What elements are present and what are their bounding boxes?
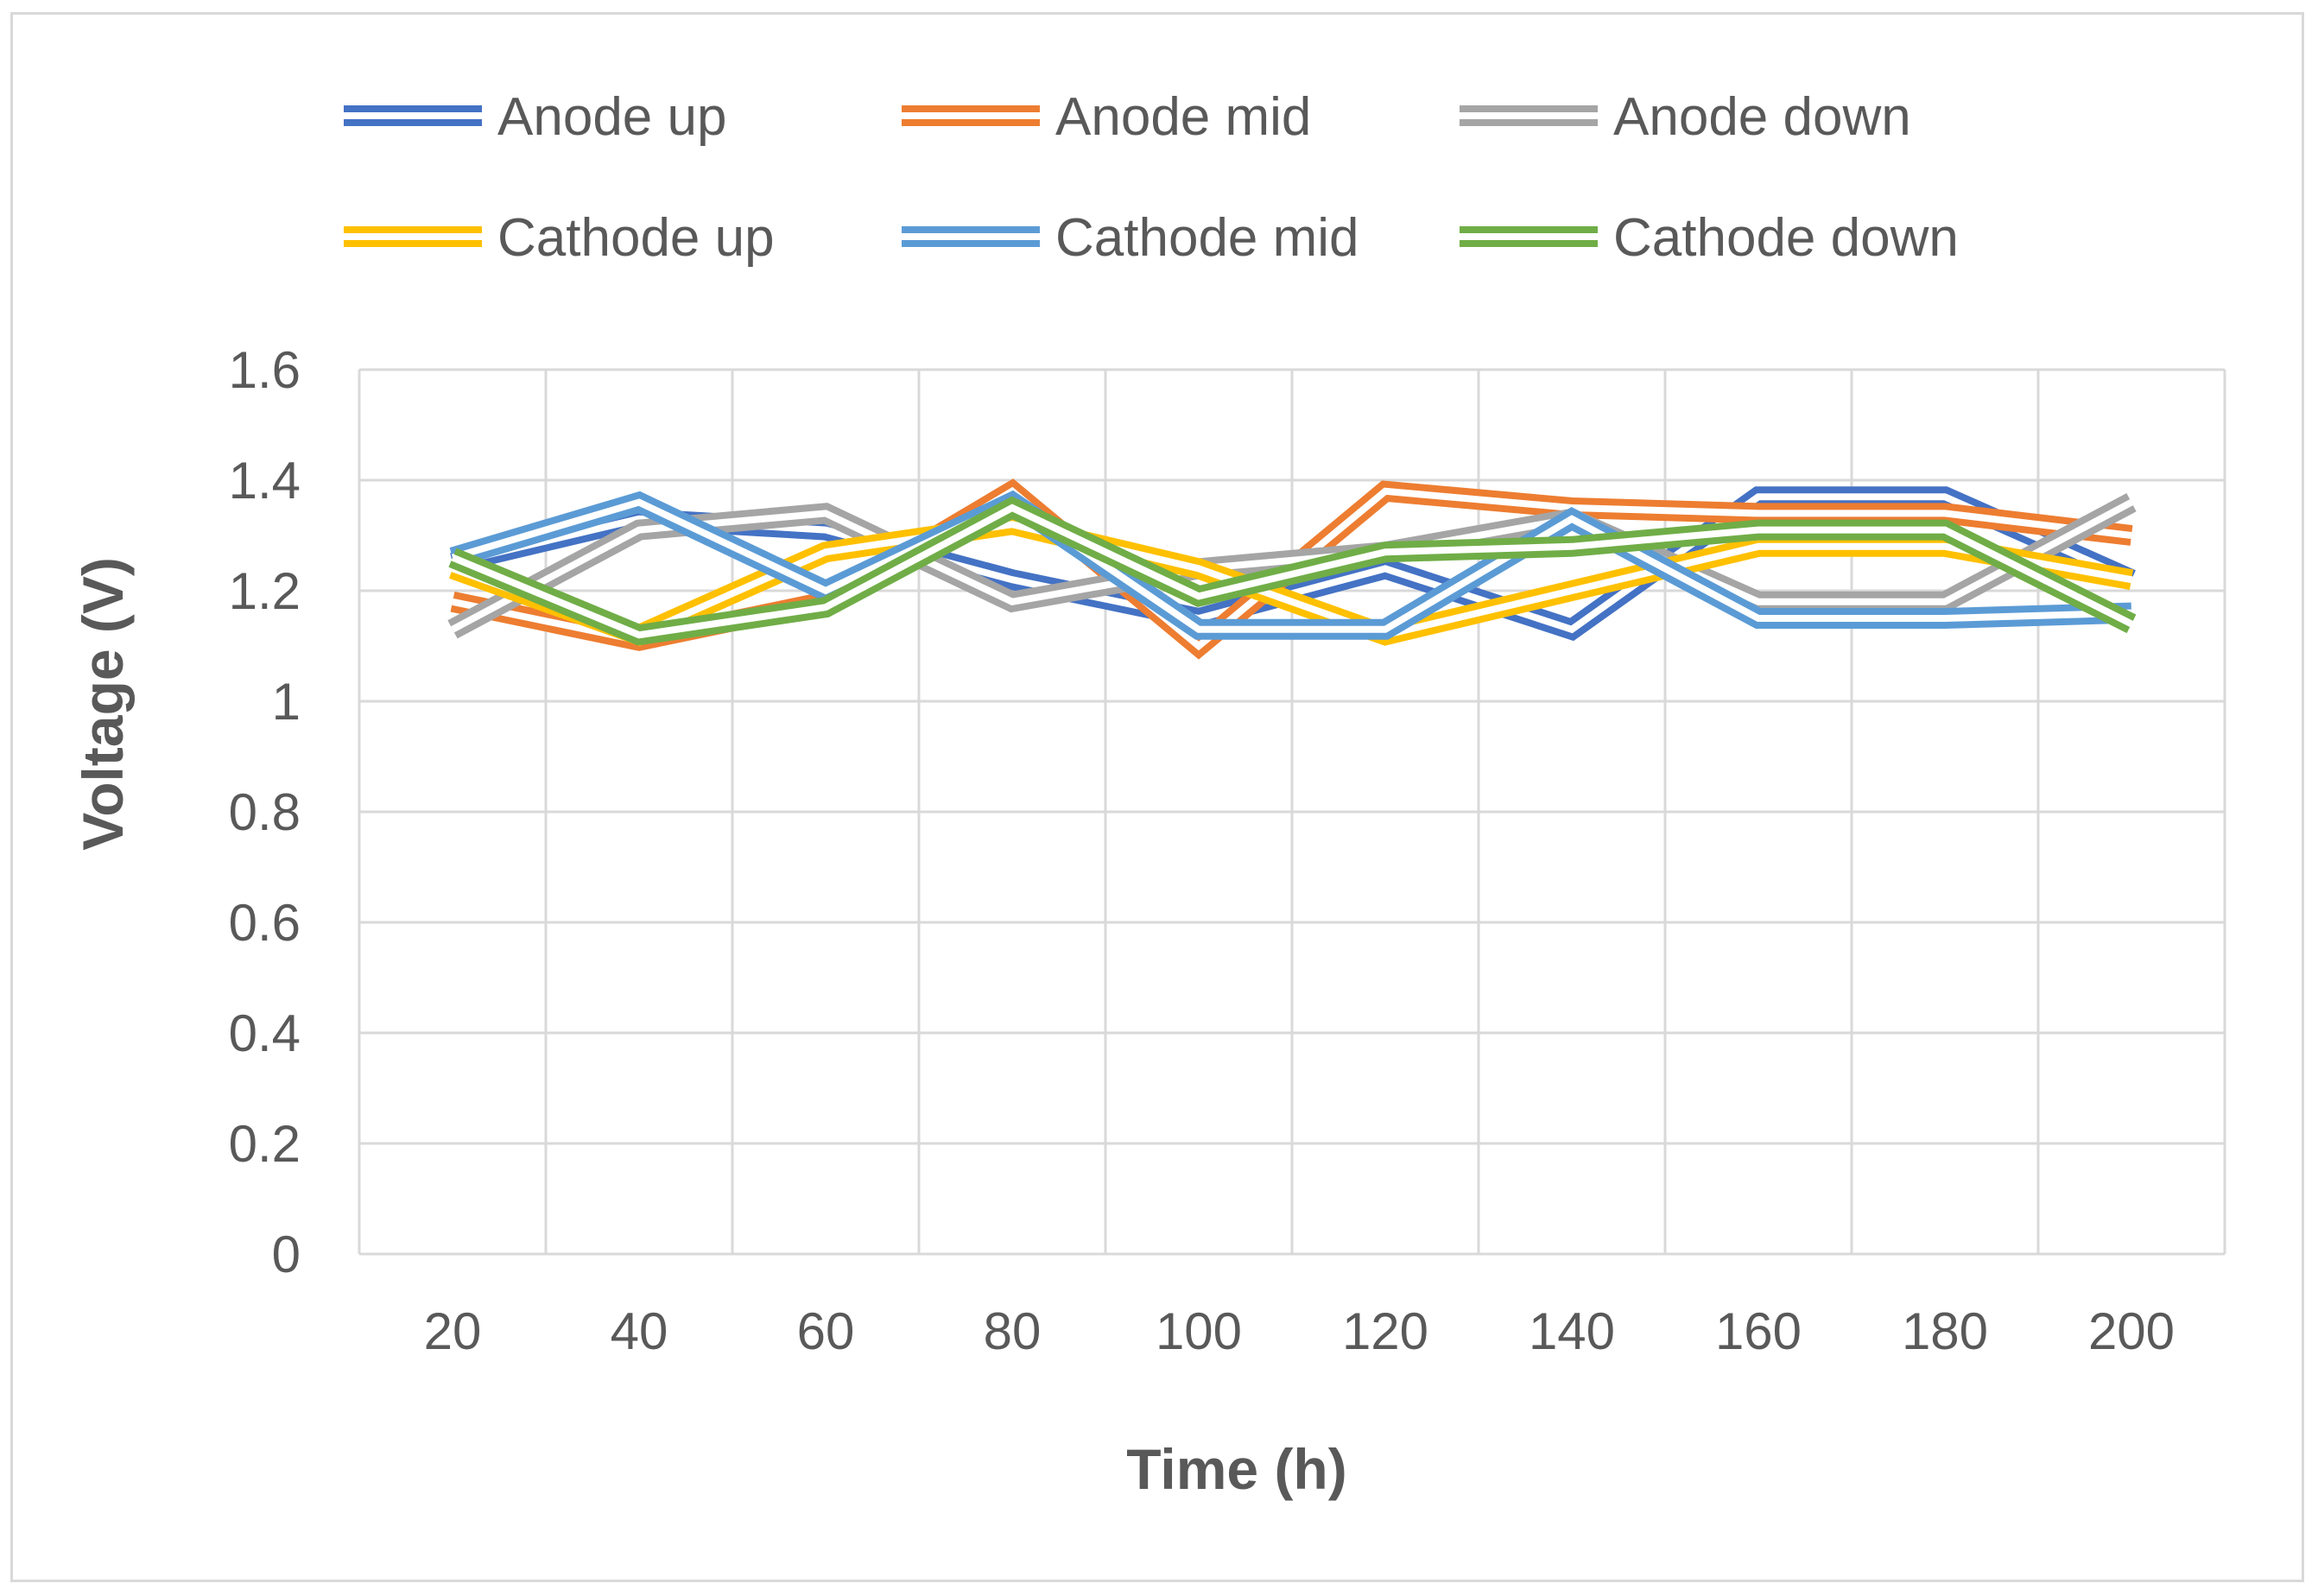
series-lines [447,478,2137,660]
legend-item: Cathode down [1460,208,1959,268]
legend-item: Anode down [1460,87,1911,147]
x-axis-ticks: 20 40 60 80 100 120 140 160 180 200 [424,1302,2175,1360]
x-axis-title: Time (h) [1126,1437,1346,1501]
series-line-core [451,499,2133,633]
y-tick-label: 0.4 [229,1004,301,1062]
y-tick-label: 1 [272,673,301,731]
series-line-core [451,498,2132,633]
legend-label: Anode mid [1055,87,1311,147]
series-line-core [451,504,2133,639]
y-axis-title: Voltage (V) [71,557,135,851]
x-tick-label: 40 [611,1302,668,1360]
x-tick-label: 180 [1902,1302,1988,1360]
y-tick-label: 0.8 [229,783,301,841]
series-line-core [451,521,2132,639]
legend-item: Anode up [344,87,726,147]
legend: Anode up Anode mid Anode down Cathode up Cat… [344,87,1959,268]
x-tick-label: 160 [1715,1302,1802,1360]
y-tick-label: 0.6 [229,894,301,952]
x-tick-label: 140 [1529,1302,1615,1360]
legend-item: Anode mid [902,87,1311,147]
legend-item: Cathode up [344,208,775,268]
legend-item: Cathode mid [902,208,1359,268]
legend-label: Cathode down [1613,208,1959,268]
x-tick-label: 120 [1342,1302,1428,1360]
y-tick-label: 1.2 [229,562,301,620]
series-anode-down [447,493,2137,639]
x-tick-label: 80 [984,1302,1042,1360]
y-axis-ticks: 0 0.2 0.4 0.6 0.8 1 1.2 1.4 1.6 [229,341,301,1283]
x-tick-label: 20 [424,1302,482,1360]
y-tick-label: 1.4 [229,452,301,510]
y-tick-label: 1.6 [229,341,301,399]
y-tick-label: 0 [272,1226,301,1283]
series-cathode-mid [449,490,2132,640]
x-tick-label: 200 [2088,1302,2175,1360]
series-cathode-down [448,496,2137,646]
x-tick-label: 60 [797,1302,855,1360]
legend-label: Cathode up [497,208,775,268]
chart-frame [10,12,2304,1582]
legend-label: Anode down [1613,87,1911,147]
legend-label: Cathode mid [1055,208,1359,268]
y-tick-label: 0.2 [229,1115,301,1173]
x-tick-label: 100 [1156,1302,1242,1360]
series-cathode-up [448,513,2134,647]
legend-label: Anode up [497,87,726,147]
